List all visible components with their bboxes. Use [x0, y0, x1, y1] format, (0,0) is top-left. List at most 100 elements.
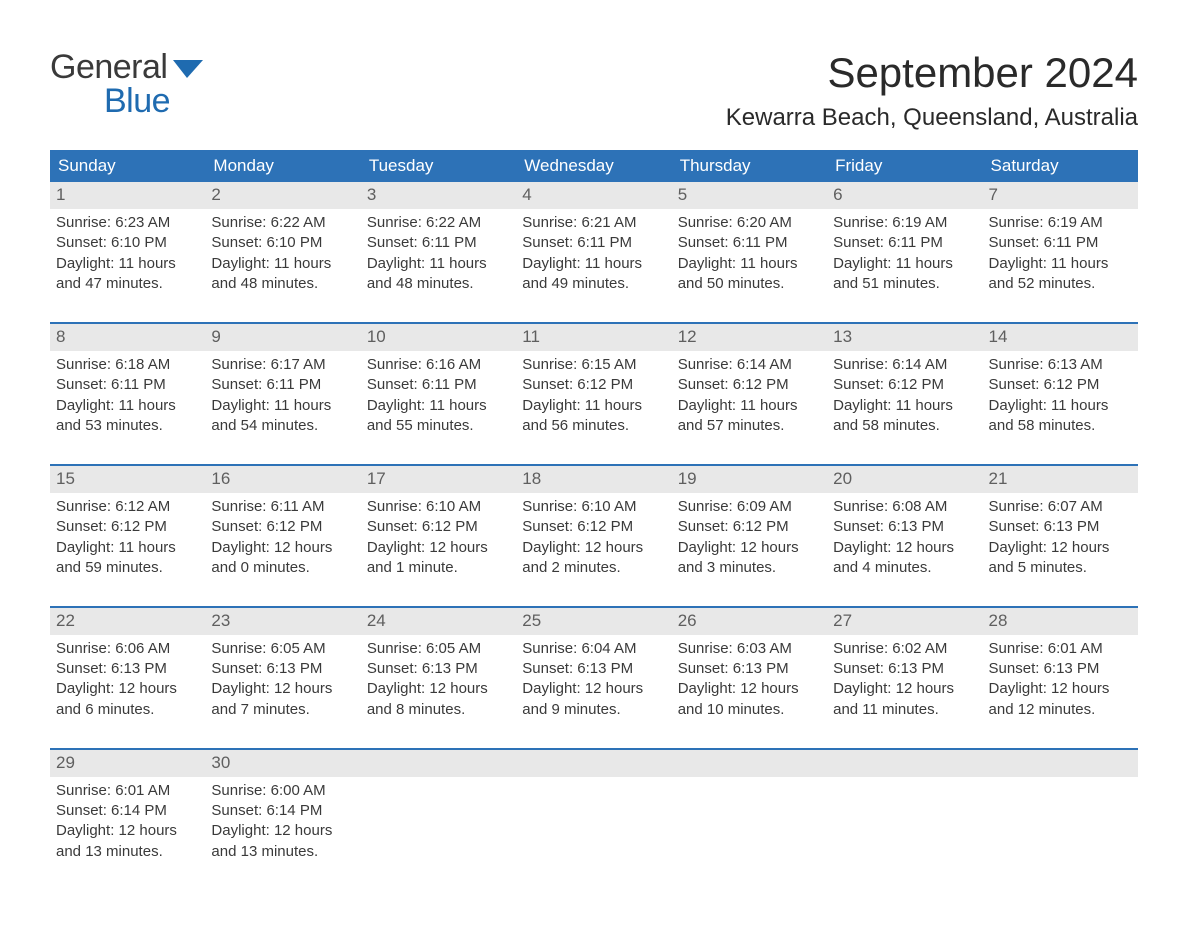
sunset-text: Sunset: 6:10 PM [56, 233, 199, 253]
sunrise-text: Sunrise: 6:00 AM [211, 781, 354, 801]
dl2-text: and 12 minutes. [989, 700, 1132, 720]
week-daynum-row: 22232425262728 [50, 607, 1138, 635]
day-number: 22 [50, 607, 205, 635]
dl2-text: and 10 minutes. [678, 700, 821, 720]
day-number: 28 [983, 607, 1138, 635]
day-number: 13 [827, 323, 982, 351]
week-body-row: Sunrise: 6:23 AMSunset: 6:10 PMDaylight:… [50, 209, 1138, 323]
dl1-text: Daylight: 11 hours [211, 254, 354, 274]
flag-icon [173, 50, 203, 84]
day-cell: Sunrise: 6:12 AMSunset: 6:12 PMDaylight:… [50, 493, 205, 607]
sunrise-text: Sunrise: 6:23 AM [56, 213, 199, 233]
sunset-text: Sunset: 6:12 PM [989, 375, 1132, 395]
dl2-text: and 7 minutes. [211, 700, 354, 720]
day-cell: Sunrise: 6:17 AMSunset: 6:11 PMDaylight:… [205, 351, 360, 465]
sunrise-text: Sunrise: 6:10 AM [367, 497, 510, 517]
day-number [672, 749, 827, 777]
dl2-text: and 53 minutes. [56, 416, 199, 436]
sunrise-text: Sunrise: 6:09 AM [678, 497, 821, 517]
day-cell: Sunrise: 6:09 AMSunset: 6:12 PMDaylight:… [672, 493, 827, 607]
day-number: 14 [983, 323, 1138, 351]
dl2-text: and 1 minute. [367, 558, 510, 578]
dl2-text: and 56 minutes. [522, 416, 665, 436]
sunrise-text: Sunrise: 6:22 AM [211, 213, 354, 233]
day-cell: Sunrise: 6:13 AMSunset: 6:12 PMDaylight:… [983, 351, 1138, 465]
dl2-text: and 50 minutes. [678, 274, 821, 294]
day-number: 25 [516, 607, 671, 635]
dl1-text: Daylight: 12 hours [522, 538, 665, 558]
day-cell [361, 777, 516, 890]
dl1-text: Daylight: 12 hours [678, 538, 821, 558]
sunrise-text: Sunrise: 6:13 AM [989, 355, 1132, 375]
sunset-text: Sunset: 6:13 PM [211, 659, 354, 679]
sunset-text: Sunset: 6:10 PM [211, 233, 354, 253]
day-number: 16 [205, 465, 360, 493]
dl2-text: and 59 minutes. [56, 558, 199, 578]
day-cell [516, 777, 671, 890]
dl2-text: and 49 minutes. [522, 274, 665, 294]
col-monday: Monday [205, 150, 360, 182]
sunset-text: Sunset: 6:11 PM [522, 233, 665, 253]
dl1-text: Daylight: 12 hours [367, 538, 510, 558]
sunrise-text: Sunrise: 6:08 AM [833, 497, 976, 517]
dl1-text: Daylight: 12 hours [211, 821, 354, 841]
day-cell [983, 777, 1138, 890]
sunset-text: Sunset: 6:13 PM [56, 659, 199, 679]
week-body-row: Sunrise: 6:06 AMSunset: 6:13 PMDaylight:… [50, 635, 1138, 749]
sunset-text: Sunset: 6:12 PM [522, 517, 665, 537]
day-number: 30 [205, 749, 360, 777]
dl2-text: and 48 minutes. [367, 274, 510, 294]
sunset-text: Sunset: 6:13 PM [678, 659, 821, 679]
day-number: 19 [672, 465, 827, 493]
location: Kewarra Beach, Queensland, Australia [726, 104, 1138, 132]
day-cell: Sunrise: 6:18 AMSunset: 6:11 PMDaylight:… [50, 351, 205, 465]
day-cell: Sunrise: 6:22 AMSunset: 6:10 PMDaylight:… [205, 209, 360, 323]
dl2-text: and 6 minutes. [56, 700, 199, 720]
dl2-text: and 47 minutes. [56, 274, 199, 294]
day-cell: Sunrise: 6:14 AMSunset: 6:12 PMDaylight:… [672, 351, 827, 465]
calendar-table: Sunday Monday Tuesday Wednesday Thursday… [50, 150, 1138, 890]
day-cell: Sunrise: 6:21 AMSunset: 6:11 PMDaylight:… [516, 209, 671, 323]
day-cell: Sunrise: 6:02 AMSunset: 6:13 PMDaylight:… [827, 635, 982, 749]
week-body-row: Sunrise: 6:01 AMSunset: 6:14 PMDaylight:… [50, 777, 1138, 890]
col-thursday: Thursday [672, 150, 827, 182]
dl1-text: Daylight: 12 hours [833, 538, 976, 558]
day-cell: Sunrise: 6:20 AMSunset: 6:11 PMDaylight:… [672, 209, 827, 323]
week-daynum-row: 891011121314 [50, 323, 1138, 351]
sunset-text: Sunset: 6:12 PM [678, 517, 821, 537]
day-number: 7 [983, 182, 1138, 209]
dl2-text: and 57 minutes. [678, 416, 821, 436]
day-cell: Sunrise: 6:06 AMSunset: 6:13 PMDaylight:… [50, 635, 205, 749]
day-cell: Sunrise: 6:15 AMSunset: 6:12 PMDaylight:… [516, 351, 671, 465]
brand-logo: General Blue [50, 50, 203, 118]
col-sunday: Sunday [50, 150, 205, 182]
day-cell: Sunrise: 6:05 AMSunset: 6:13 PMDaylight:… [205, 635, 360, 749]
day-cell: Sunrise: 6:22 AMSunset: 6:11 PMDaylight:… [361, 209, 516, 323]
col-tuesday: Tuesday [361, 150, 516, 182]
sunset-text: Sunset: 6:11 PM [211, 375, 354, 395]
dl2-text: and 5 minutes. [989, 558, 1132, 578]
week-daynum-row: 2930 [50, 749, 1138, 777]
day-number: 1 [50, 182, 205, 209]
day-cell: Sunrise: 6:14 AMSunset: 6:12 PMDaylight:… [827, 351, 982, 465]
day-cell: Sunrise: 6:03 AMSunset: 6:13 PMDaylight:… [672, 635, 827, 749]
sunset-text: Sunset: 6:11 PM [833, 233, 976, 253]
day-number: 10 [361, 323, 516, 351]
sunrise-text: Sunrise: 6:03 AM [678, 639, 821, 659]
day-cell: Sunrise: 6:19 AMSunset: 6:11 PMDaylight:… [983, 209, 1138, 323]
sunrise-text: Sunrise: 6:14 AM [833, 355, 976, 375]
dl2-text: and 54 minutes. [211, 416, 354, 436]
day-number: 8 [50, 323, 205, 351]
day-number: 18 [516, 465, 671, 493]
sunset-text: Sunset: 6:11 PM [989, 233, 1132, 253]
dl2-text: and 13 minutes. [211, 842, 354, 862]
dl1-text: Daylight: 11 hours [678, 396, 821, 416]
sunrise-text: Sunrise: 6:22 AM [367, 213, 510, 233]
day-number: 15 [50, 465, 205, 493]
day-cell: Sunrise: 6:10 AMSunset: 6:12 PMDaylight:… [361, 493, 516, 607]
sunset-text: Sunset: 6:13 PM [833, 659, 976, 679]
sunset-text: Sunset: 6:13 PM [833, 517, 976, 537]
day-number: 21 [983, 465, 1138, 493]
dl1-text: Daylight: 12 hours [678, 679, 821, 699]
dl2-text: and 0 minutes. [211, 558, 354, 578]
